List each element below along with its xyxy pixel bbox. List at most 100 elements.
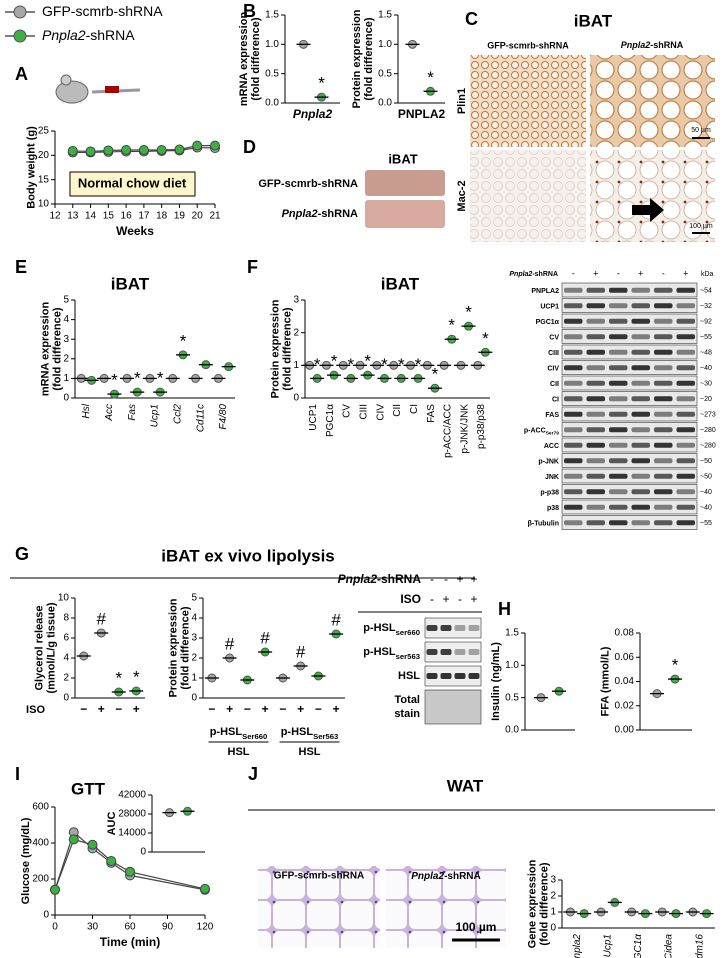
row-label: Pnpla2-shRNA [282, 208, 358, 220]
x-tick-label: CIII [359, 404, 370, 420]
blot-band [468, 625, 480, 631]
blot-band [654, 442, 673, 448]
text-part: p-HSL [363, 622, 396, 634]
blot-band [631, 334, 650, 340]
blot-strip [561, 329, 698, 344]
blot-band [654, 287, 673, 293]
y-axis-label: mRNA expression [39, 302, 51, 397]
blot-strip [561, 484, 698, 499]
data-point [68, 834, 79, 845]
blot-band [654, 318, 673, 324]
text-part: β-Tubulin [528, 520, 559, 527]
blot-band [454, 673, 466, 679]
panel-letter: E [15, 257, 27, 277]
text-part: HSL [398, 670, 420, 682]
y-axis-label: Protein expression [167, 598, 179, 697]
blot-label: p-ACCSer79 [524, 427, 559, 436]
y-tick-label: 1.0 [378, 39, 392, 50]
column-label: Pnpla2-shRNA [621, 40, 684, 50]
blot-label: p38 [547, 505, 559, 512]
y-axis-label: Protein expression [269, 299, 281, 398]
y-tick-label: 25 [38, 126, 50, 137]
x-tick-label: p-JNK/JNK [459, 404, 470, 454]
group-label: HSL [299, 746, 321, 758]
y-axis-label: mRNA expression [238, 12, 250, 107]
y-tick-label: 1.0 [505, 660, 519, 671]
blot-label: CIV [547, 365, 559, 372]
lane-sign: + [456, 572, 463, 586]
kda-label: ~55 [700, 520, 712, 527]
text-part: -shRNA [532, 271, 558, 278]
y-axis-label: AUC [106, 812, 118, 836]
blot-band [631, 287, 650, 293]
blot-band [654, 458, 673, 464]
blot-band [654, 365, 673, 371]
y-tick-label: 6 [63, 633, 69, 644]
blot-band [586, 380, 605, 386]
text-part: ACC [544, 443, 559, 450]
blot-band [586, 396, 605, 402]
data-point [103, 145, 114, 156]
y-tick-label: 200 [32, 874, 49, 885]
significance: # [331, 610, 341, 629]
blot-band [676, 318, 695, 324]
y-tick-label: 5 [63, 295, 69, 306]
blot-band [468, 649, 480, 655]
data-point [50, 884, 60, 895]
blot-band [676, 473, 695, 479]
x-tick-label: Ucp1 [150, 404, 161, 427]
significance: * [364, 352, 371, 371]
y-axis-label: FFA (mmol/L) [600, 646, 612, 716]
x-tick-label: − [315, 702, 322, 716]
blot-strip [424, 665, 482, 687]
blot-band [676, 489, 695, 495]
significance: * [482, 329, 489, 348]
column-label: GFP-scmrb-shRNA [487, 40, 569, 50]
text-part: PNPLA2 [531, 288, 559, 295]
text-part: -shRNA [318, 208, 358, 220]
y-tick-label: 0.04 [615, 676, 635, 687]
blot-band [609, 427, 628, 433]
data-point [210, 140, 220, 151]
blot-band [631, 458, 650, 464]
blot-band [631, 349, 650, 355]
blot-band [676, 427, 695, 433]
blot-strip [424, 689, 482, 725]
data-point [85, 146, 96, 157]
y-tick-label: 0.5 [505, 692, 519, 703]
x-tick-label: F4/80 [218, 404, 229, 430]
blot-strip [561, 468, 698, 484]
data-point [192, 140, 203, 151]
blot-band [654, 473, 673, 479]
text-part: p-HSL [210, 726, 243, 738]
x-tick-label: Cidea [664, 934, 675, 958]
x-tick-label: Cd11c [195, 404, 206, 432]
blot-strip [561, 313, 698, 329]
blot-strip [561, 406, 698, 422]
text-part: Total [395, 694, 420, 706]
blot-band [586, 427, 605, 433]
text-part: GFP-scmrb-shRNA [42, 3, 163, 19]
x-tick-label: CII [392, 404, 403, 417]
lane-sign: + [442, 592, 449, 606]
y-tick-label: 0.0 [378, 98, 392, 109]
x-tick-label: 16 [121, 211, 133, 222]
x-tick-label: p-ACC/ACC [443, 404, 454, 458]
blot-band [586, 349, 605, 355]
y-tick-label: 10 [38, 199, 50, 210]
y-axis-label: (fold difference) [281, 307, 293, 390]
blot-band [454, 649, 466, 655]
blot-band [426, 625, 438, 631]
x-axis-label: ISO [26, 704, 45, 716]
blot-band [676, 349, 695, 355]
blot-band [676, 334, 695, 340]
blot-band [564, 287, 583, 293]
text-part: -shRNA [377, 572, 421, 586]
blot-band [654, 349, 673, 355]
y-tick-label: 14000 [118, 828, 146, 839]
y-tick-label: 10 [58, 593, 70, 604]
subscript: Ser660 [242, 732, 267, 741]
y-tick-label: 8 [63, 613, 69, 624]
y-axis-label: Body weight (g) [26, 126, 38, 209]
